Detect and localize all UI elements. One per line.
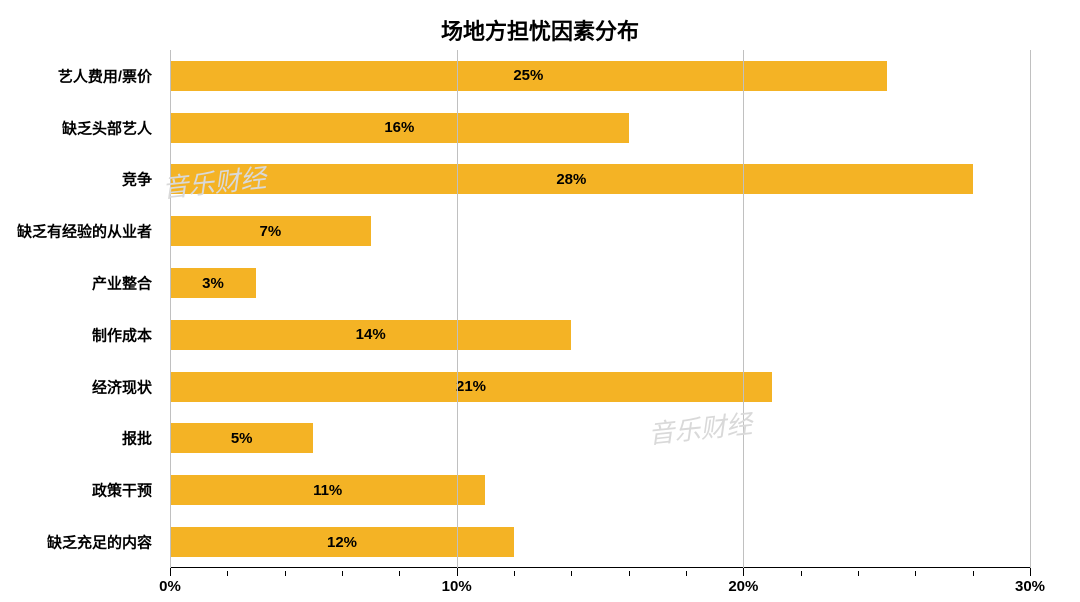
bar-value: 3% <box>202 275 224 292</box>
bars-container: 艺人费用/票价25% 缺乏头部艺人16% 竞争28% 缺乏有经验的从业者7% 产业整合3… <box>170 50 1030 568</box>
category-label: 制作成本 <box>2 324 152 345</box>
category-label: 缺乏充足的内容 <box>2 532 152 553</box>
gridline <box>1030 50 1031 568</box>
chart-area: 艺人费用/票价25%缺乏头部艺人16%竞争28%缺乏有经验的从业者7%产业整合3… <box>0 50 1080 568</box>
x-tick <box>170 568 171 576</box>
bar-row: 竞争28% <box>170 164 1030 194</box>
x-tick <box>686 571 687 576</box>
x-tick <box>629 571 630 576</box>
bar-value: 12% <box>327 534 357 551</box>
x-axis-label: 20% <box>728 578 758 595</box>
bar-row: 政策干预11% <box>170 475 1030 505</box>
chart-title: 场地方担忧因素分布 <box>0 0 1080 54</box>
category-label: 报批 <box>2 428 152 449</box>
category-label: 产业整合 <box>2 273 152 294</box>
category-label: 政策干预 <box>2 480 152 501</box>
gridline <box>170 50 171 568</box>
bar: 25% <box>170 61 887 91</box>
bar-row: 报批5% <box>170 423 1030 453</box>
bar-row: 经济现状21% <box>170 372 1030 402</box>
x-axis-label: 0% <box>159 578 181 595</box>
bar-value: 11% <box>313 482 342 499</box>
category-label: 缺乏头部艺人 <box>2 117 152 138</box>
bar-value: 16% <box>384 119 414 136</box>
bar-row: 艺人费用/票价25% <box>170 61 1030 91</box>
plot-region: 艺人费用/票价25% 缺乏头部艺人16% 竞争28% 缺乏有经验的从业者7% 产业整合3… <box>170 50 1030 568</box>
gridline <box>457 50 458 568</box>
category-label: 艺人费用/票价 <box>2 65 152 86</box>
bar: 14% <box>170 320 571 350</box>
category-label: 缺乏有经验的从业者 <box>2 221 152 242</box>
bar-value: 14% <box>356 326 386 343</box>
x-tick <box>399 571 400 576</box>
bar: 11% <box>170 475 485 505</box>
x-tick <box>1030 568 1031 576</box>
bar-row: 产业整合3% <box>170 268 1030 298</box>
x-tick <box>342 571 343 576</box>
bar: 5% <box>170 423 313 453</box>
x-tick <box>571 571 572 576</box>
bar-row: 缺乏头部艺人16% <box>170 113 1030 143</box>
x-tick <box>801 571 802 576</box>
bar-value: 25% <box>513 67 543 84</box>
x-tick <box>227 571 228 576</box>
bar-row: 缺乏充足的内容12% <box>170 527 1030 557</box>
bar: 7% <box>170 216 371 246</box>
bar-value: 5% <box>231 430 253 447</box>
bar-value: 28% <box>556 171 586 188</box>
x-tick <box>858 571 859 576</box>
bar: 3% <box>170 268 256 298</box>
category-label: 经济现状 <box>2 376 152 397</box>
bar-row: 制作成本14% <box>170 320 1030 350</box>
x-tick <box>285 571 286 576</box>
gridline <box>743 50 744 568</box>
bar: 21% <box>170 372 772 402</box>
bar: 16% <box>170 113 629 143</box>
x-axis-label: 10% <box>442 578 472 595</box>
x-tick <box>514 571 515 576</box>
x-tick <box>915 571 916 576</box>
bar-row: 缺乏有经验的从业者7% <box>170 216 1030 246</box>
x-tick <box>457 568 458 576</box>
x-tick <box>743 568 744 576</box>
bar-value: 21% <box>456 378 486 395</box>
x-axis-label: 30% <box>1015 578 1045 595</box>
x-tick <box>973 571 974 576</box>
bar: 28% <box>170 164 973 194</box>
bar-value: 7% <box>259 223 281 240</box>
category-label: 竞争 <box>2 169 152 190</box>
bar: 12% <box>170 527 514 557</box>
